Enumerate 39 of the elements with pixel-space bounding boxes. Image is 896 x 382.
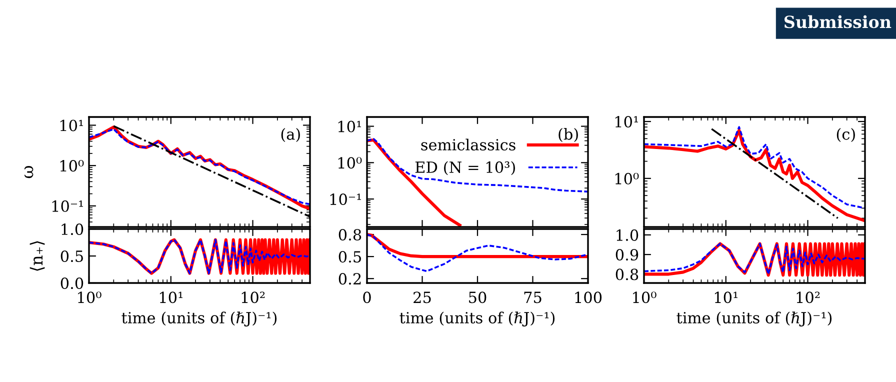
y-tick-label: 10⁰ (615, 172, 639, 184)
x-axis-title: time (units of (ℏJ)⁻¹) (676, 312, 832, 326)
y-tick-label: 0.8 (616, 268, 638, 280)
y-tick-label: 10¹ (338, 120, 361, 132)
legend-label: ED (N = 10³) (415, 161, 515, 176)
y-tick-label: 1.0 (62, 223, 84, 236)
y-axis-title: ω (24, 166, 34, 178)
x-tick-label: 50 (469, 292, 486, 304)
y-axis-title: ⟨n₊⟩ (30, 241, 45, 271)
annotation: (a) (281, 128, 300, 142)
x-tick-label: 100 (575, 292, 602, 304)
x-tick-label: 10⁰ (78, 292, 102, 304)
x-tick-label: 10² (796, 292, 820, 304)
x-tick-label: 0 (363, 292, 371, 304)
annotation: (c) (836, 128, 855, 142)
x-tick-label: 10¹ (160, 292, 182, 304)
annotation: (b) (558, 128, 578, 142)
text: Submission (784, 15, 892, 28)
y-tick-label: 0.8 (338, 228, 362, 241)
y-tick-label: 10¹ (615, 116, 638, 128)
x-axis-title: time (units of (ℏJ)⁻¹) (400, 312, 555, 326)
x-tick-label: 25 (414, 292, 431, 304)
y-tick-label: 0.0 (60, 277, 84, 290)
y-tick-label: 1.0 (616, 229, 638, 241)
y-tick-label: 0.5 (60, 250, 83, 262)
y-tick-label: 0.5 (338, 251, 361, 263)
x-tick-label: 10² (242, 292, 265, 304)
x-tick-label: 75 (524, 292, 542, 304)
y-tick-label: 10¹ (60, 120, 83, 132)
y-tick-label: 10⁰ (60, 160, 84, 172)
legend-label: semiclassics (421, 138, 516, 151)
y-tick-label: 10⁻¹ (330, 193, 361, 206)
x-tick-label: 10¹ (714, 292, 738, 304)
x-axis-title: time (units of (ℏJ)⁻¹) (122, 312, 277, 326)
y-tick-label: 10⁰ (338, 157, 362, 169)
x-tick-label: 10⁰ (633, 292, 656, 304)
y-tick-label: 10⁻¹ (52, 200, 83, 212)
y-tick-label: 0.9 (616, 248, 638, 261)
y-tick-label: 0.2 (338, 273, 361, 285)
